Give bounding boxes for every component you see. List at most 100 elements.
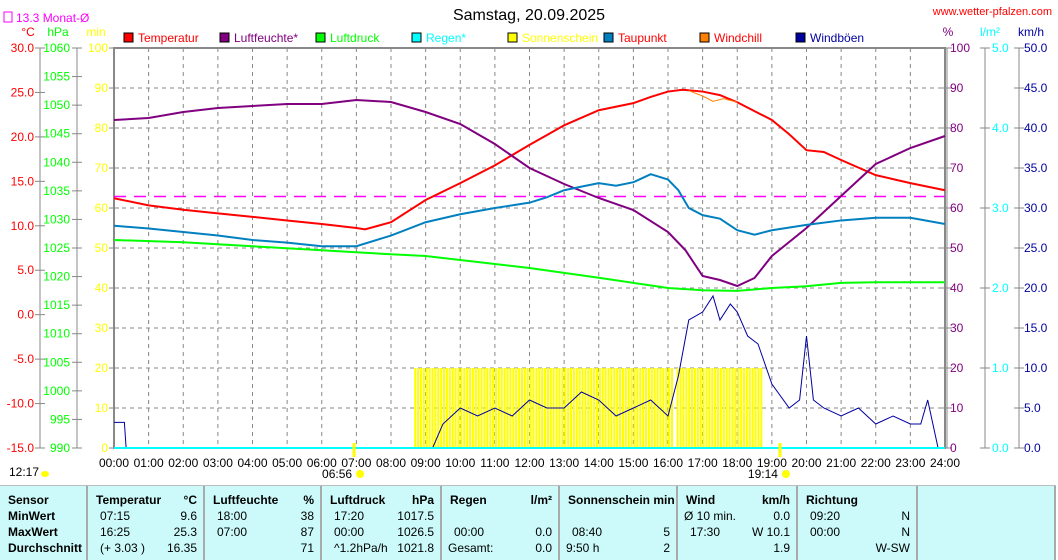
sun-icon: [41, 471, 49, 477]
temp-tick-label: 15.0: [11, 174, 35, 188]
x-tick-label: 02:00: [168, 456, 198, 470]
humidity-tick-label: 20: [950, 361, 964, 375]
sun-tick-label: 90: [95, 81, 109, 95]
x-tick-label: 07:00: [341, 456, 371, 470]
press-value: 1026.5: [397, 525, 434, 539]
hdr-sensor: Sensor: [8, 493, 49, 507]
rain-tick-label: 5.0: [992, 41, 1009, 55]
sunshine-bar: [613, 368, 616, 448]
x-tick-label: 16:00: [653, 456, 683, 470]
sunshine-bar: [497, 368, 500, 448]
hum-time: 07:00: [217, 525, 248, 539]
humidity-tick-label: 10: [950, 401, 964, 415]
sunshine-bar: [489, 368, 492, 448]
wind-time: Ø 10 min.: [684, 509, 737, 523]
monthly-avg-label: 13.3 Monat-Ø: [16, 11, 89, 25]
unit-pressure: hPa: [47, 25, 69, 39]
sunshine-bar: [624, 368, 627, 448]
humidity-tick-label: 30: [950, 321, 964, 335]
x-tick-label: 05:00: [272, 456, 302, 470]
sunshine-bar: [477, 368, 480, 448]
humidity-tick-label: 0: [950, 441, 957, 455]
hdr-temp: Temperatur: [96, 493, 162, 507]
sun-tick-label: 50: [95, 241, 109, 255]
press-time: 17:20: [334, 509, 365, 523]
sunshine-bar: [668, 368, 671, 448]
rain-time: Gesamt:: [448, 541, 494, 555]
site-url[interactable]: www.wetter-pfalzen.com: [932, 6, 1052, 18]
x-tick-label: 03:00: [203, 456, 233, 470]
x-tick-label: 10:00: [445, 456, 475, 470]
sunshine-bar: [702, 368, 705, 448]
sunshine-bar: [743, 368, 746, 448]
sunshine-bar: [584, 368, 587, 448]
dir-value: W-SW: [875, 541, 910, 555]
sunshine-bar: [745, 368, 748, 448]
sunshine-bar: [437, 368, 440, 448]
sunshine-bar: [679, 368, 682, 448]
sunshine-bar: [503, 368, 506, 448]
temp-value: 16.35: [166, 541, 197, 555]
legend-label: Sonnenschein: [522, 31, 598, 45]
sunshine-bar: [728, 368, 731, 448]
sunshine-bar: [541, 368, 544, 448]
wind-tick-label: 10.0: [1024, 361, 1048, 375]
col-empty: [918, 486, 1056, 560]
hdr-hum: Luftfeuchte: [213, 493, 279, 507]
hdr-press-unit: hPa: [411, 493, 434, 507]
grid: [113, 47, 946, 449]
wind-tick-label: 0.0: [1024, 441, 1041, 455]
temp-tick-label: -10.0: [7, 397, 35, 411]
sun-tick-label: 60: [95, 201, 109, 215]
press-time: 00:00: [334, 525, 365, 539]
x-tick-label: 22:00: [861, 456, 891, 470]
legend-swatch: [507, 32, 518, 43]
sunshine-bar: [621, 368, 624, 448]
pressure-tick-label: 1055: [43, 70, 70, 84]
sunshine-bar: [630, 368, 633, 448]
sunshine-bar: [466, 368, 469, 448]
rain-tick-label: 4.0: [992, 121, 1009, 135]
sunshine-bar: [619, 368, 622, 448]
temp-value: 9.6: [180, 509, 197, 523]
hum-value: 38: [300, 509, 314, 523]
legend-label: Temperatur: [138, 31, 199, 45]
sunshine-bar: [480, 368, 483, 448]
pressure-tick-label: 1040: [43, 155, 70, 169]
sunshine-bar: [486, 368, 489, 448]
legend-swatch: [795, 32, 806, 43]
pressure-tick-label: 1030: [43, 212, 70, 226]
sunshine-bar: [590, 368, 593, 448]
temp-tick-label: 10.0: [11, 219, 35, 233]
sunshine-bar: [731, 368, 734, 448]
hdr-rain: Regen: [450, 493, 487, 507]
x-tick-label: 08:00: [376, 456, 406, 470]
temp-tick-label: 0.0: [17, 308, 34, 322]
sun-time: 08:40: [572, 525, 603, 539]
pressure-tick-label: 1060: [43, 41, 70, 55]
sunshine-bar: [440, 368, 443, 448]
sunshine-bar: [593, 368, 596, 448]
sunshine-bar: [535, 368, 538, 448]
humidity-tick-label: 50: [950, 241, 964, 255]
sunshine-bar: [610, 368, 613, 448]
col-sensor: Sensor MinWert MaxWert Durchschnitt: [0, 486, 88, 560]
sun-tick-label: 80: [95, 121, 109, 135]
legend-swatch: [699, 32, 710, 43]
sunshine-bar: [685, 368, 688, 448]
series-luftfeuchte: [113, 98, 946, 288]
sunshine-bar: [570, 368, 573, 448]
humidity-tick-label: 90: [950, 81, 964, 95]
hdr-temp-unit: °C: [183, 493, 197, 507]
wind-value: W 10.1: [751, 525, 790, 539]
sunshine-bar: [538, 368, 541, 448]
sunshine-bar: [575, 368, 578, 448]
x-tick-label: 20:00: [791, 456, 821, 470]
pressure-tick-label: 1005: [43, 355, 70, 369]
press-value: 1017.5: [397, 509, 434, 523]
sunshine-bar: [682, 368, 685, 448]
sunshine-bar: [760, 368, 763, 448]
sunshine-bar: [598, 368, 601, 448]
hum-value: 87: [300, 525, 314, 539]
legend-label: Luftfeuchte*: [234, 31, 298, 45]
